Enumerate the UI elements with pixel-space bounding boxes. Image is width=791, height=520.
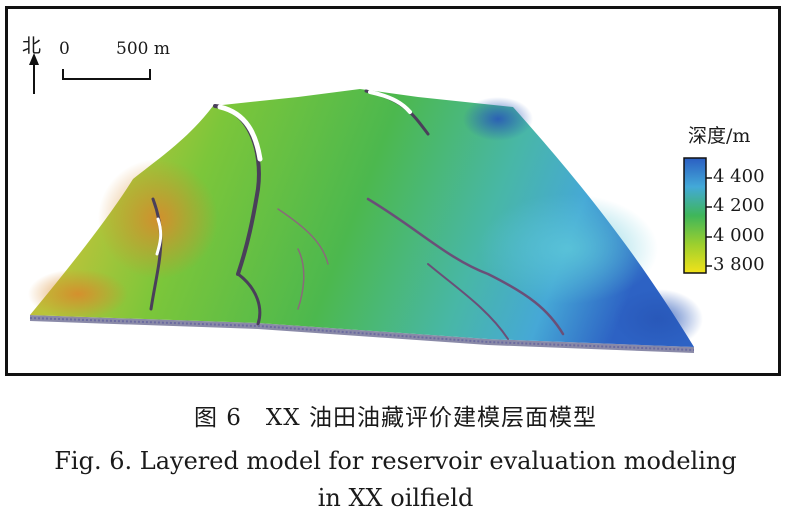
fault-7 xyxy=(427,263,509,340)
fault-3 xyxy=(236,272,262,326)
legend-label-4400: 4 400 xyxy=(713,166,765,187)
scale-bar xyxy=(62,69,151,80)
blue-zone xyxy=(613,289,703,349)
figure-caption-chinese: 图 6 XX 油田油藏评价建模层面模型 xyxy=(193,405,597,431)
figure-frame: 北 0 500 m 深度/m 4 400 4 200 4 000 3 800 xyxy=(5,6,781,376)
scale-start-label: 0 xyxy=(59,39,70,59)
surface-edge-dots xyxy=(29,317,695,351)
cyan-zone xyxy=(478,194,658,304)
legend-label-3800: 3 800 xyxy=(713,254,765,275)
scale-end-label: 500 m xyxy=(116,39,170,59)
depth-color-bar xyxy=(683,157,707,274)
fault-5 xyxy=(366,197,565,336)
legend-label-4200: 4 200 xyxy=(713,195,765,216)
blue-zone-top xyxy=(463,97,533,141)
orange-zone-2 xyxy=(28,269,128,319)
figure-caption-english-line2: in XX oilfield xyxy=(317,484,474,512)
figure-caption-english-line1: Fig. 6. Layered model for reservoir eval… xyxy=(54,447,737,475)
fault-2-gap xyxy=(155,217,163,256)
fault-8 xyxy=(297,248,305,310)
fault-4-gap xyxy=(368,90,412,114)
fault-2 xyxy=(149,197,163,311)
north-arrow-head xyxy=(29,53,39,65)
legend-title: 深度/m xyxy=(688,125,751,147)
reservoir-surface-model xyxy=(28,53,712,353)
legend-label-4000: 4 000 xyxy=(713,225,765,246)
north-label: 北 xyxy=(22,35,42,57)
fault-1-gap xyxy=(217,104,263,162)
fault-6 xyxy=(277,208,329,265)
